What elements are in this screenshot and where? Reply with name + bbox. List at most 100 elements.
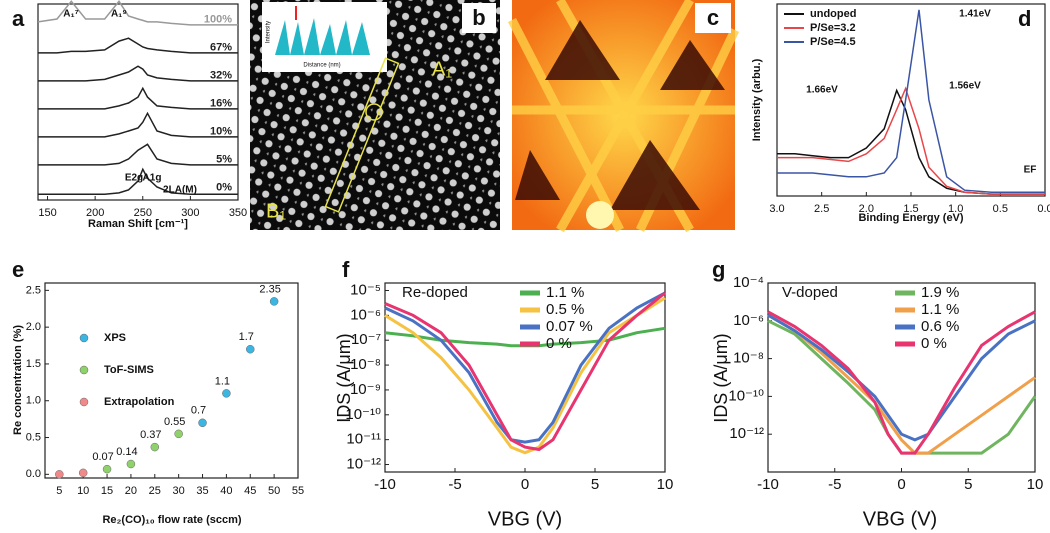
value-label: 0.7 <box>191 405 206 417</box>
annotation: A1g <box>143 173 162 184</box>
series-line <box>384 296 666 455</box>
inset-profile <box>275 18 370 55</box>
panel-label: a <box>12 6 25 31</box>
x-axis-label: Binding Energy (eV) <box>858 212 963 224</box>
x-tick-label: 2.0 <box>859 203 874 215</box>
y-tick-label: 10⁻¹² <box>729 425 764 442</box>
annotation: A₁⁷ <box>63 9 78 20</box>
y-tick-label: 10⁻¹² <box>346 455 381 472</box>
x-tick-label: 40 <box>220 485 232 497</box>
marker-a1: A₁ <box>432 58 452 80</box>
spectrum <box>38 37 238 54</box>
legend-label: 0 % <box>546 335 572 352</box>
y-tick-label: 10⁻⁹ <box>350 381 381 398</box>
chart-panel: 5 10 15 20 25 30 35 40 45 50 55 0.0 0.5 1.0 1.5 2.0 2.5e… <box>12 257 304 526</box>
plot-frame <box>37 3 239 201</box>
legend-label: 0.6 % <box>921 318 959 335</box>
x-tick-label: 10 <box>1027 476 1044 493</box>
panel-label-box <box>462 3 496 33</box>
value-label: 0.55 <box>164 416 185 428</box>
x-tick-label: 45 <box>244 485 256 497</box>
point <box>174 429 183 439</box>
x-tick-label: 50 <box>268 485 280 497</box>
point <box>150 442 160 452</box>
series-line <box>767 313 1036 455</box>
y-tick-label: 0.5 <box>26 431 41 443</box>
hot-spot <box>586 201 614 229</box>
spectrum <box>38 86 238 110</box>
y-tick-label: 10⁻⁸ <box>350 356 381 373</box>
legend-label: P/Se=4.5 <box>810 36 856 48</box>
series-label: 67% <box>210 41 232 53</box>
x-tick-label: 55 <box>292 485 304 497</box>
x-tick-label: -5 <box>828 476 841 493</box>
x-tick-label: 350 <box>229 207 247 219</box>
annotation: EF <box>1024 165 1037 176</box>
panel-label: g <box>712 257 725 282</box>
point <box>55 470 64 479</box>
legend-swatch <box>79 333 89 343</box>
x-tick-label: 2.5 <box>814 203 829 215</box>
annotation: A₁⁹ <box>111 9 127 20</box>
panel-label: b <box>472 5 485 30</box>
point <box>198 418 207 428</box>
annotation: 1.66eV <box>806 85 838 96</box>
y-axis-label: Re concentration (%) <box>12 325 24 435</box>
series-label: 0% <box>216 181 232 193</box>
series-label: 10% <box>210 125 232 137</box>
panel-c: c <box>507 0 740 233</box>
x-tick-label: -10 <box>374 476 396 493</box>
x-tick-label: -5 <box>448 476 461 493</box>
x-tick-label: 1.5 <box>903 203 918 215</box>
x-axis-label: VBG (V) <box>863 508 937 530</box>
series-line <box>767 313 1036 442</box>
y-tick-label: 0.0 <box>26 468 41 480</box>
series-label: 16% <box>210 97 232 109</box>
series-line <box>777 9 1045 193</box>
point <box>102 464 112 474</box>
y-tick-label: 10⁻⁵ <box>350 281 381 298</box>
inset-ylabel: Intensity <box>266 21 272 43</box>
legend-swatch <box>79 397 89 407</box>
point <box>126 459 136 469</box>
line-profile-box <box>324 57 400 213</box>
x-tick-label: 5 <box>56 485 62 497</box>
series-label: 100% <box>204 13 232 25</box>
spectrum <box>38 167 238 196</box>
y-tick-label: 10⁻¹⁰ <box>728 387 764 404</box>
y-tick-label: 1.0 <box>26 395 41 407</box>
y-tick-label: 1.5 <box>26 358 41 370</box>
panel-label: f <box>342 257 350 282</box>
annotation: 2LA(M) <box>163 185 197 196</box>
x-tick-label: 5 <box>964 476 972 493</box>
spectrum <box>38 65 238 82</box>
spectrum <box>38 143 238 166</box>
x-tick-label: 1.0 <box>948 203 963 215</box>
value-label: 0.07 <box>92 451 113 463</box>
legend-swatch <box>79 365 89 375</box>
x-tick-label: 0 <box>897 476 905 493</box>
x-tick-label: 5 <box>591 476 599 493</box>
panel-label: c <box>707 5 719 30</box>
y-tick-label: 10⁻⁷ <box>351 331 381 348</box>
y-tick-label: 10⁻¹⁰ <box>345 406 381 423</box>
x-tick-label: 10 <box>657 476 674 493</box>
legend-label: 0.5 % <box>546 301 584 318</box>
x-tick-label: 0 <box>521 476 529 493</box>
value-label: 0.37 <box>140 429 161 441</box>
x-axis-label: VBG (V) <box>488 508 562 530</box>
y-axis-label: IDS (A/μm) <box>334 333 354 422</box>
legend-label: 1.9 % <box>921 284 959 301</box>
point <box>269 297 279 306</box>
value-label: 1.1 <box>215 375 230 387</box>
y-axis-label: IDS (A/μm) <box>711 333 731 422</box>
y-tick-label: 2.5 <box>26 284 41 296</box>
x-axis-label: Raman Shift [cm⁻¹] <box>88 218 188 230</box>
marker-b1: B₁ <box>266 200 286 222</box>
series-label: 32% <box>210 69 232 81</box>
chart-panel: 150 200 250 300 350 a Raman Shift [cm⁻¹] 100% 67… <box>12 0 247 230</box>
x-tick-label: 300 <box>181 207 199 219</box>
x-tick-label: 35 <box>196 485 208 497</box>
panel-label: d <box>1018 6 1031 31</box>
value-label: 2.35 <box>259 283 280 295</box>
